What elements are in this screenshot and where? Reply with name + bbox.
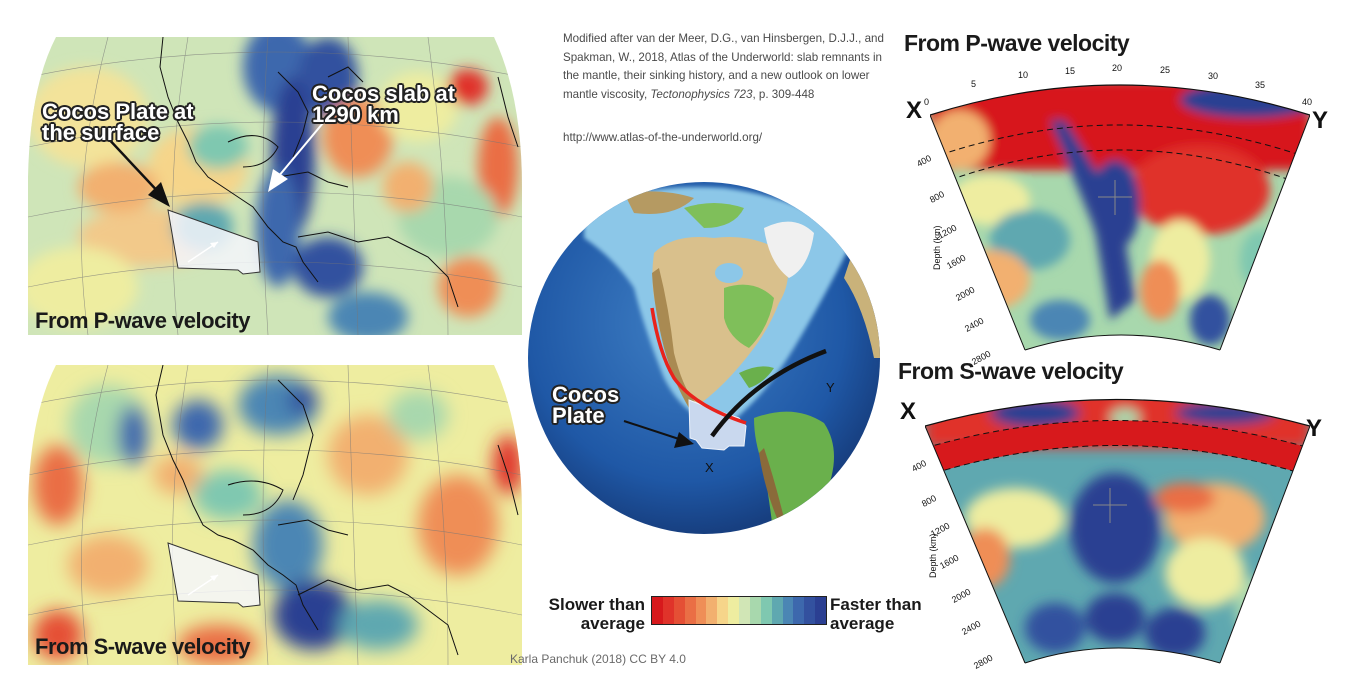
citation-text: Modified after van der Meer, D.G., van H… (563, 30, 893, 104)
colorbar-swatch (673, 597, 685, 624)
s-section-graphic (924, 398, 1311, 664)
callout-line: Cocos slab at (312, 81, 456, 106)
degree-tick: 40 (1302, 97, 1313, 107)
globe-point-y: Y (826, 380, 835, 395)
s-section-x-label: X (900, 398, 917, 425)
citation-suffix: , p. 309-448 (752, 87, 815, 101)
s-wave-tomography-map (28, 365, 522, 665)
degree-tick: 30 (1208, 71, 1219, 81)
degree-tick: 0 (924, 97, 930, 107)
colorbar-swatch (793, 597, 805, 624)
p-section-y-label: Y (1312, 107, 1329, 134)
colorbar-swatch (684, 597, 696, 624)
slower-than-average-label: Slower than average (541, 595, 645, 633)
colorbar-swatch (804, 597, 816, 624)
colorbar-swatch (771, 597, 783, 624)
legend-line: Faster than (830, 595, 922, 614)
depth-axis-label: Depth (km) (932, 225, 942, 270)
s-wave-map-graphic (28, 365, 522, 665)
legend-line: Slower than (548, 595, 645, 614)
callout-line: 1290 km (312, 101, 399, 127)
callout-line: the surface (42, 119, 160, 145)
p-section-graphic (929, 84, 1311, 351)
s-wave-section-title: From S-wave velocity (898, 358, 1124, 384)
legend-line: average (580, 614, 645, 633)
atlas-url-link[interactable]: http://www.atlas-of-the-underworld.org/ (563, 131, 763, 144)
colorbar-swatch (749, 597, 761, 624)
p-wave-map-label: From P-wave velocity (35, 308, 250, 333)
degree-tick: 5 (971, 79, 977, 89)
colorbar-swatch (815, 597, 826, 624)
degree-tick: 15 (1065, 66, 1076, 76)
faster-than-average-label: Faster than average (830, 595, 922, 633)
colorbar-swatch (695, 597, 707, 624)
p-section-x-label: X (906, 97, 923, 124)
colorbar-swatch (782, 597, 794, 624)
legend-line: average (830, 614, 895, 633)
s-wave-cross-section (924, 388, 1311, 678)
degree-tick: 10 (1018, 70, 1029, 80)
globe (524, 178, 884, 538)
globe-graphic (528, 182, 880, 534)
p-wave-tomography-map (28, 37, 522, 335)
colorbar-swatch (652, 597, 663, 624)
callout-line: Cocos (552, 382, 620, 407)
p-wave-map-graphic (28, 37, 522, 335)
colorbar-swatch (728, 597, 739, 624)
p-wave-section-title: From P-wave velocity (904, 30, 1130, 56)
citation-journal: Tectonophysics 723 (650, 87, 753, 101)
velocity-colorbar (651, 596, 827, 625)
degree-tick: 35 (1255, 80, 1266, 90)
globe-cocos-plate-callout: Cocos Plate (552, 382, 620, 428)
credit-text: Karla Panchuk (2018) CC BY 4.0 (510, 652, 686, 666)
callout-line: Plate (552, 402, 605, 428)
p-wave-cross-section (929, 60, 1311, 360)
citation-prefix: Modified after van der Meer, D.G., van H… (563, 32, 884, 101)
colorbar-swatch (706, 597, 718, 624)
colorbar-swatch (760, 597, 772, 624)
s-wave-map-label: From S-wave velocity (35, 634, 250, 659)
globe-point-x: X (705, 460, 714, 475)
colorbar-swatch (739, 597, 750, 624)
degree-tick: 25 (1160, 65, 1171, 75)
s-section-y-label: Y (1306, 415, 1323, 442)
cocos-slab-callout: Cocos slab at 1290 km (312, 81, 456, 127)
degree-tick: 20 (1112, 63, 1123, 73)
cocos-plate-surface-callout: Cocos Plate at the surface (42, 99, 194, 145)
colorbar-swatch (662, 597, 674, 624)
colorbar-swatch (717, 597, 729, 624)
callout-line: Cocos Plate at (42, 99, 194, 124)
depth-axis-label: Depth (km) (928, 533, 938, 578)
